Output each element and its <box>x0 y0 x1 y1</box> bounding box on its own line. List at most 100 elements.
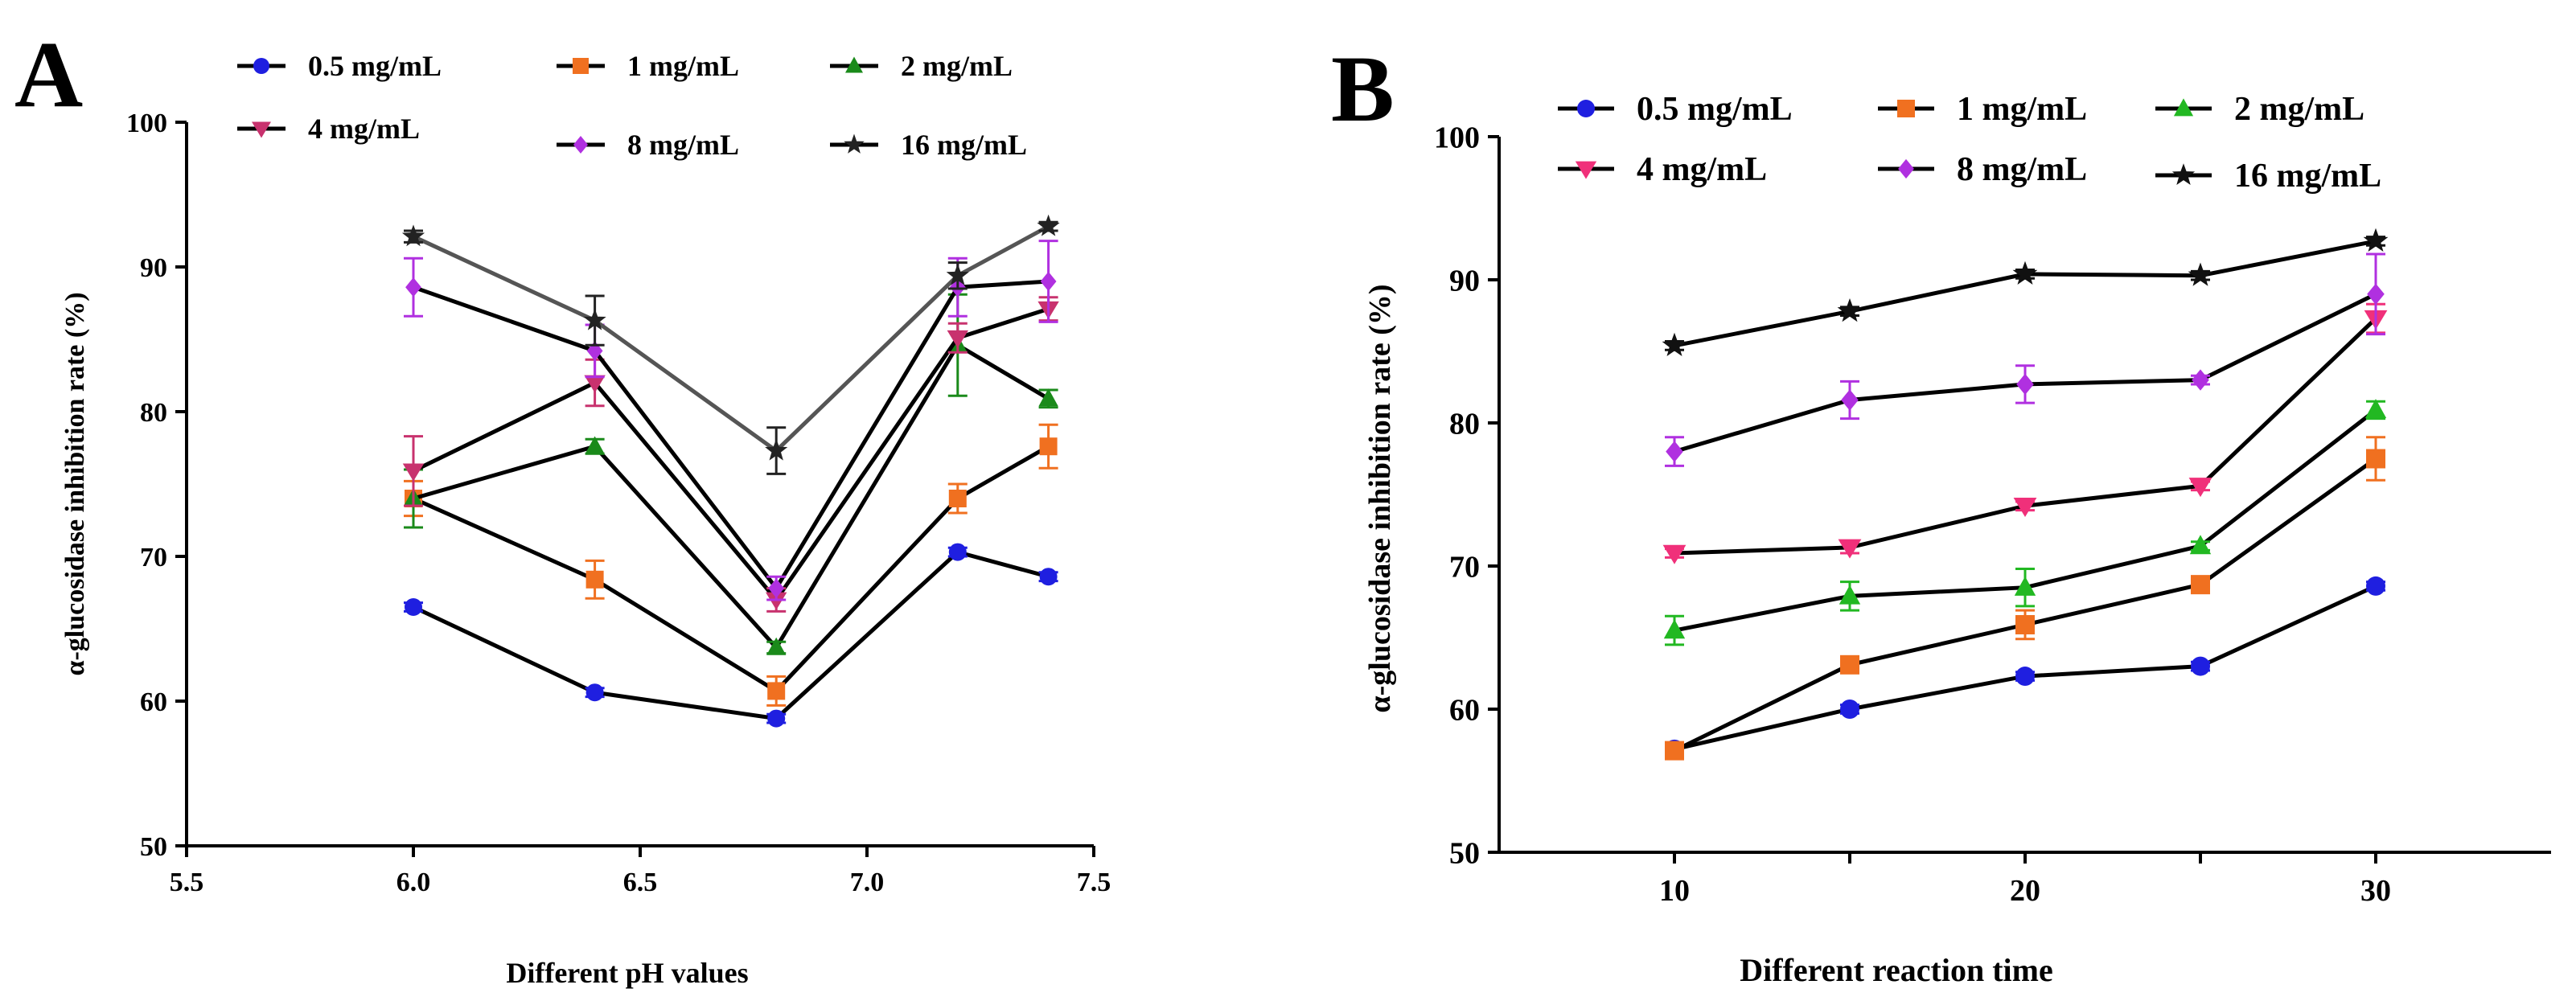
panel-b-x-tick-label: 10 <box>1659 874 1690 908</box>
panel-b-series-line <box>1674 239 2377 348</box>
panel-a-legend-marker <box>253 58 269 74</box>
panel-b-data-point <box>1838 539 1862 559</box>
panel-a-data-point <box>1039 568 1058 586</box>
panel-a-data-point <box>948 490 967 507</box>
panel-b-data-point <box>2015 667 2035 687</box>
panel-a-legend-item: 8 mg/mL <box>557 129 739 161</box>
panel-b-data-point <box>1663 619 1686 639</box>
panel-a-y-axis-label: α-glucosidase inhibition rate (%) <box>60 292 90 675</box>
panel-b-x-axis-label: Different reaction time <box>1740 952 2052 988</box>
panel-a-legend: 0.5 mg/mL 1 mg/mL 2 mg/mL 4 mg/mL 8 mg/mL 16 … <box>237 50 1027 161</box>
panel-a-y-tick-label: 60 <box>140 687 167 717</box>
panel-b-y-tick-label: 60 <box>1449 693 1480 727</box>
panel-a-series <box>401 214 1060 728</box>
panel-b-x-tick-label: 30 <box>2360 874 2391 908</box>
panel-a-series-line <box>412 549 1050 721</box>
panel-b-data-point <box>1840 700 1859 719</box>
panel-b-x-tick-label: 20 <box>2010 874 2040 908</box>
panel-a-data-point <box>767 682 786 700</box>
panel-a-y-tick-label: 90 <box>140 253 167 283</box>
panel-a-data-point <box>583 308 606 330</box>
panel-a-legend-label: 0.5 mg/mL <box>308 50 442 82</box>
panel-b-legend-item: 8 mg/mL <box>1878 151 2087 188</box>
panel-a-data-point <box>1037 214 1060 236</box>
panel-a-data-point <box>405 598 422 616</box>
panel-b-legend-label: 1 mg/mL <box>1957 91 2087 128</box>
panel-a-x-tick-label: 7.0 <box>850 868 885 897</box>
panel-b-data-point <box>2188 262 2213 286</box>
panel-b-legend-label: 2 mg/mL <box>2234 91 2364 128</box>
panel-a-data-point <box>766 637 787 655</box>
panel-a-label: A <box>14 22 83 127</box>
panel-a-data-point <box>1038 388 1058 407</box>
panel-a-data-point <box>405 277 421 297</box>
panel-b-data-point <box>1840 654 1859 675</box>
panel-b-y-tick-label: 80 <box>1449 407 1480 441</box>
panel-b-legend-marker <box>1575 161 1597 179</box>
panel-b-data-point <box>2016 373 2034 396</box>
panel-b-data-point <box>2367 283 2385 305</box>
panel-b-data-point <box>2366 576 2385 596</box>
panel-a-legend-item: 2 mg/mL <box>830 50 1013 82</box>
panel-b: B 0.5 mg/mL 1 mg/mL 2 mg/mL 4 mg/mL 8 mg/mL 1… <box>1331 36 2551 988</box>
panel-a-x-tick-label: 6.0 <box>396 868 431 897</box>
panel-a-legend-marker <box>844 133 865 154</box>
panel-a-legend-marker <box>845 56 863 73</box>
panel-b-y-tick-label: 70 <box>1449 550 1480 584</box>
panel-b-data-point <box>1662 544 1687 564</box>
panel-a-legend-label: 2 mg/mL <box>901 50 1013 82</box>
panel-b-data-point <box>2014 576 2036 596</box>
panel-a-x-tick-label: 5.5 <box>170 868 204 897</box>
panel-a-data-point <box>585 683 604 702</box>
panel-b-data-point <box>2191 656 2210 676</box>
panel-b-y-tick-label: 50 <box>1449 836 1480 870</box>
panel-a-y-tick-label: 50 <box>140 832 167 862</box>
panel-a: A 0.5 mg/mL 1 mg/mL 2 mg/mL 4 mg/mL 8 mg/mL 1… <box>14 22 1111 989</box>
panel-a-legend-label: 8 mg/mL <box>627 129 739 161</box>
panel-a-data-point <box>766 592 787 610</box>
panel-b-data-point <box>2191 575 2210 595</box>
panel-a-axes: 50 60 70 80 90 100 5.5 6.0 6.5 7.0 7.5 <box>126 109 1111 897</box>
panel-b-data-point <box>2015 614 2035 634</box>
panel-b-legend-label: 0.5 mg/mL <box>1637 91 1793 128</box>
panel-b-legend-marker <box>2171 163 2196 185</box>
panel-b-y-axis-label: α-glucosidase inhibition rate (%) <box>1363 284 1397 712</box>
panel-a-data-point <box>401 224 425 247</box>
panel-b-legend-item: 16 mg/mL <box>2155 158 2381 195</box>
panel-a-legend-label: 4 mg/mL <box>308 113 420 145</box>
panel-a-data-point <box>765 438 788 461</box>
panel-b-series-5 <box>1662 228 2389 356</box>
panel-b-series-4 <box>1665 252 2385 467</box>
panel-a-data-point <box>948 543 967 561</box>
panel-a-data-point <box>768 578 785 598</box>
panel-b-data-point <box>1666 441 1683 462</box>
panel-b-y-tick-label: 90 <box>1449 264 1480 297</box>
panel-b-legend-item: 1 mg/mL <box>1878 91 2087 128</box>
panel-b-legend: 0.5 mg/mL 1 mg/mL 2 mg/mL 4 mg/mL 8 mg/mL 16 … <box>1558 91 2381 195</box>
panel-a-data-point <box>585 436 605 454</box>
panel-a-legend-label: 16 mg/mL <box>901 129 1027 161</box>
panel-b-legend-item: 4 mg/mL <box>1558 151 1767 188</box>
panel-a-legend-item: 4 mg/mL <box>237 113 420 145</box>
panel-a-data-point <box>1040 271 1057 292</box>
panel-a-y-tick-label: 70 <box>140 543 167 572</box>
panel-a-data-point <box>585 570 604 589</box>
panel-b-data-point <box>2364 399 2387 419</box>
panel-b-legend-item: 0.5 mg/mL <box>1558 91 1793 128</box>
panel-a-data-point <box>947 330 968 348</box>
panel-b-data-point <box>1841 389 1859 411</box>
panel-b-data-point <box>1837 298 1863 322</box>
panel-b-legend-marker <box>1577 100 1595 117</box>
panel-b-legend-item: 2 mg/mL <box>2155 91 2364 128</box>
panel-a-legend-marker <box>573 136 588 154</box>
panel-a-x-tick-label: 6.5 <box>623 868 658 897</box>
panel-b-legend-label: 4 mg/mL <box>1637 151 1767 188</box>
panel-a-data-point <box>1039 437 1058 456</box>
panel-b-y-tick-label: 100 <box>1434 121 1480 154</box>
panel-a-data-point <box>584 375 606 393</box>
panel-a-y-tick-label: 100 <box>126 109 167 138</box>
panel-b-data-point <box>1665 741 1684 761</box>
panel-b-data-point <box>2192 369 2209 391</box>
panel-b-data-point <box>2366 449 2385 469</box>
